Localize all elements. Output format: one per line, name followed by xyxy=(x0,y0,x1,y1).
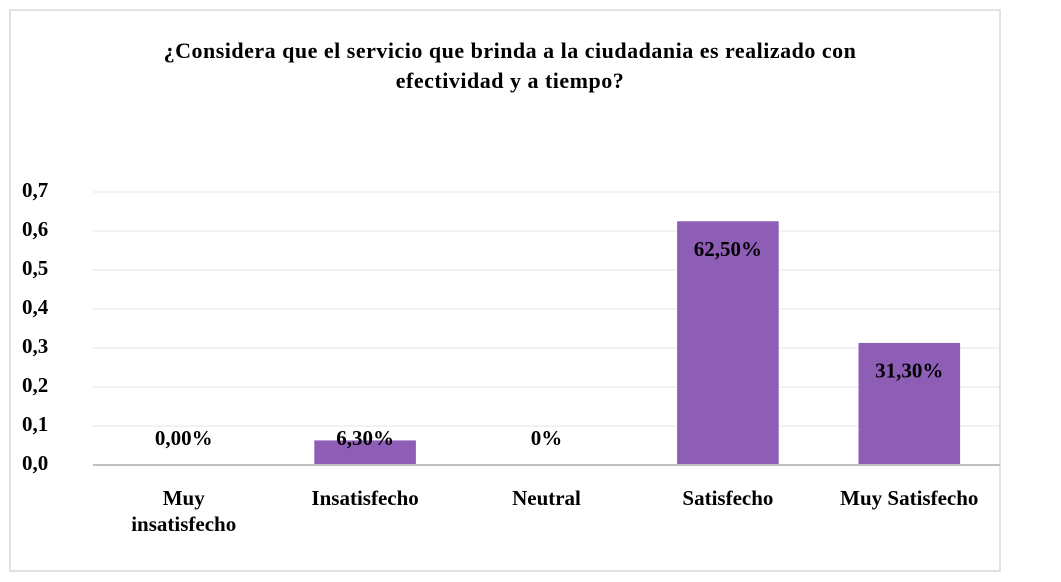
y-tick-label: 0,6 xyxy=(22,217,48,241)
y-tick-label: 0,3 xyxy=(22,334,48,358)
x-tick-label: Muy insatisfecho xyxy=(131,486,237,536)
bar xyxy=(858,342,961,465)
y-tick-label: 0,5 xyxy=(22,256,48,280)
value-label: 0,00% xyxy=(155,426,213,450)
y-tick-label: 0,2 xyxy=(22,373,48,397)
value-label: 0% xyxy=(531,426,563,450)
chart-frame xyxy=(9,9,1001,572)
value-label: 31,30% xyxy=(875,359,943,383)
bar xyxy=(677,221,779,465)
value-label: 62,50% xyxy=(694,237,762,261)
bar xyxy=(314,440,416,465)
chart-title: ¿Considera que el servicio que brinda a … xyxy=(163,38,857,93)
x-tick-label: Neutral xyxy=(512,486,581,510)
y-tick-label: 0,4 xyxy=(22,295,49,319)
y-tick-label: 0,7 xyxy=(22,178,48,202)
y-tick-label: 0,1 xyxy=(22,412,48,436)
x-tick-label: Insatisfecho xyxy=(311,486,419,510)
y-tick-label: 0,0 xyxy=(22,451,48,475)
x-tick-label: Satisfecho xyxy=(682,486,774,510)
x-tick-label: Muy Satisfecho xyxy=(840,486,979,510)
value-label: 6,30% xyxy=(336,426,394,450)
